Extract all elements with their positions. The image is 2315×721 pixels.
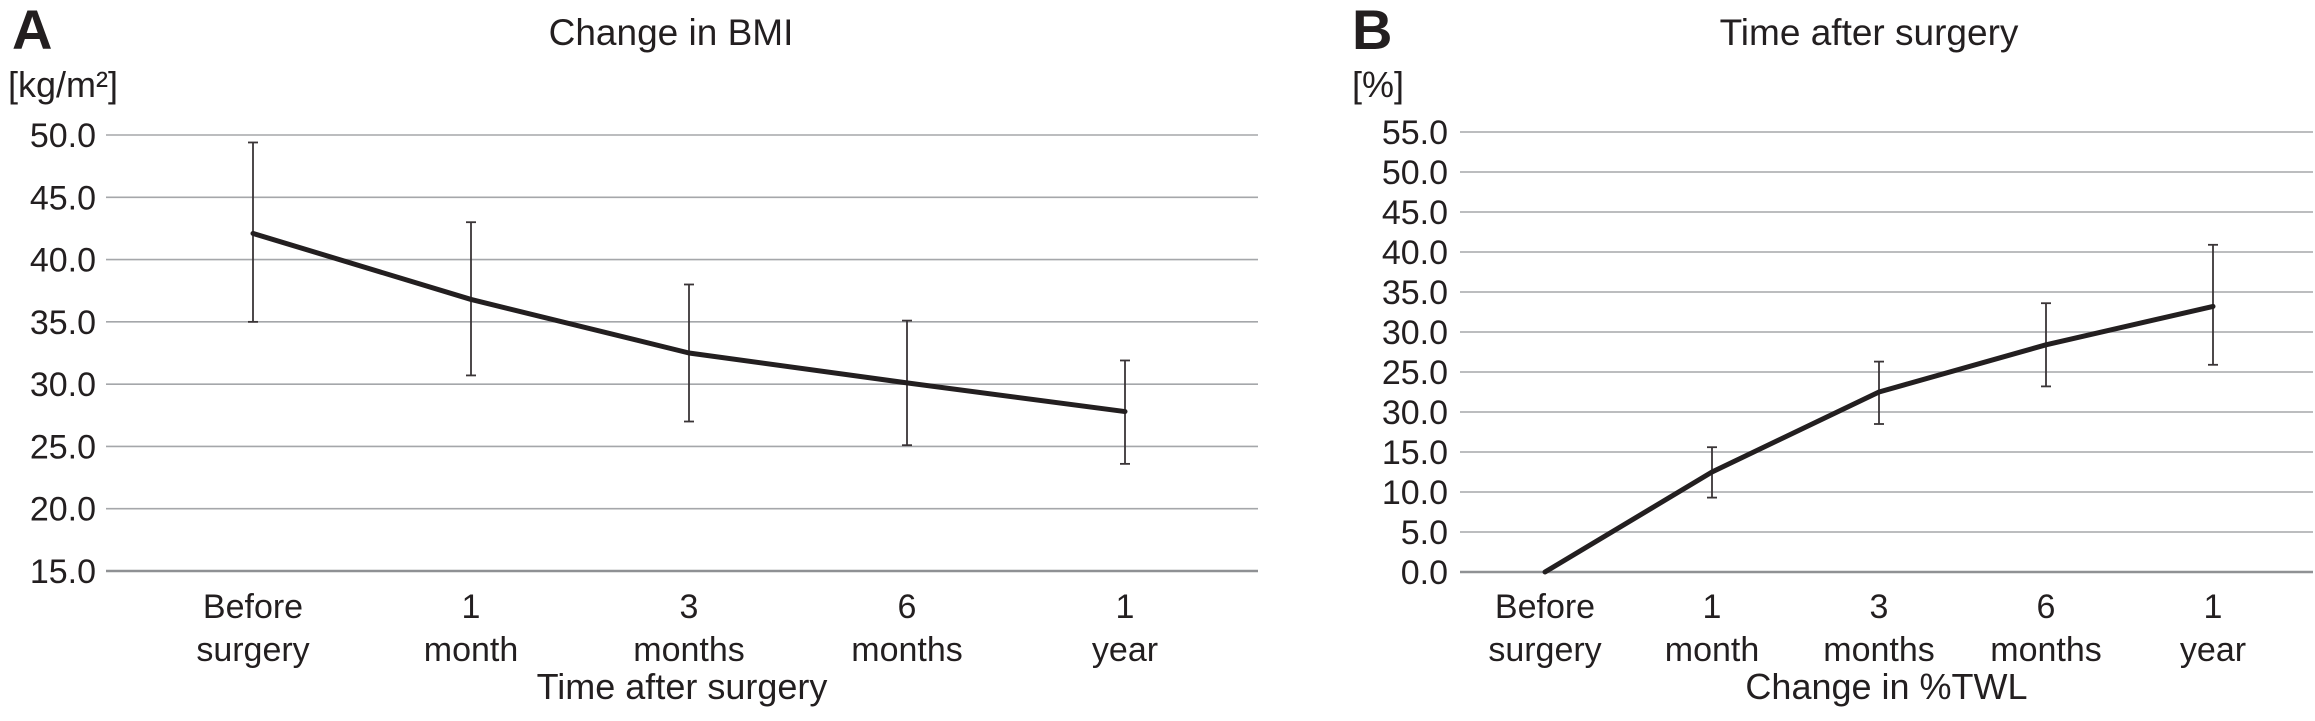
x-tick-label: 1 month [1665, 588, 1760, 669]
series-line [1542, 303, 2216, 575]
x-tick-label: 3 months [633, 588, 745, 669]
y-tick-label: 10.0 [1382, 474, 1448, 512]
y-tick-label: 50.0 [30, 117, 96, 155]
y-tick-label: 55.0 [1382, 114, 1448, 152]
panel-a-y-axis-unit: [kg/m²] [8, 64, 119, 105]
panel-a-x-axis-title: Time after surgery [536, 666, 828, 707]
panel-a-title: Change in BMI [548, 12, 794, 53]
panel-b-x-axis-title: Change in %TWL [1745, 666, 2028, 707]
panel-b-y-axis-unit: [%] [1352, 64, 1405, 105]
y-tick-label: 45.0 [30, 179, 96, 217]
x-tick-label: Before surgery [196, 588, 309, 669]
panel-b-letter: B [1352, 0, 1393, 61]
y-tick-label: 30.0 [1382, 394, 1448, 432]
y-tick-label: 25.0 [1382, 354, 1448, 392]
series-line [250, 230, 1128, 415]
y-tick-label: 30.0 [1382, 314, 1448, 352]
x-tick-label: 1 year [2180, 588, 2246, 669]
y-tick-label: 35.0 [1382, 274, 1448, 312]
y-tick-label: 25.0 [30, 428, 96, 466]
y-tick-label: 15.0 [1382, 434, 1448, 472]
panel-a-letter: A [12, 0, 53, 61]
y-tick-label: 20.0 [30, 491, 96, 529]
x-tick-label: 1 month [424, 588, 519, 669]
y-tick-label: 50.0 [1382, 154, 1448, 192]
panel-b-title: Time after surgery [1719, 12, 2019, 53]
y-tick-label: 35.0 [30, 304, 96, 342]
y-tick-label: 5.0 [1401, 514, 1448, 552]
x-tick-label: Before surgery [1488, 588, 1601, 669]
x-tick-label: 1 year [1092, 588, 1158, 669]
x-tick-label: 6 months [1990, 588, 2102, 669]
y-tick-label: 30.0 [30, 366, 96, 404]
y-tick-label: 0.0 [1401, 554, 1448, 592]
x-tick-label: 6 months [851, 588, 963, 669]
x-tick-label: 3 months [1823, 588, 1935, 669]
y-tick-label: 45.0 [1382, 194, 1448, 232]
y-tick-label: 40.0 [30, 242, 96, 280]
y-tick-label: 40.0 [1382, 234, 1448, 272]
y-tick-label: 15.0 [30, 553, 96, 591]
